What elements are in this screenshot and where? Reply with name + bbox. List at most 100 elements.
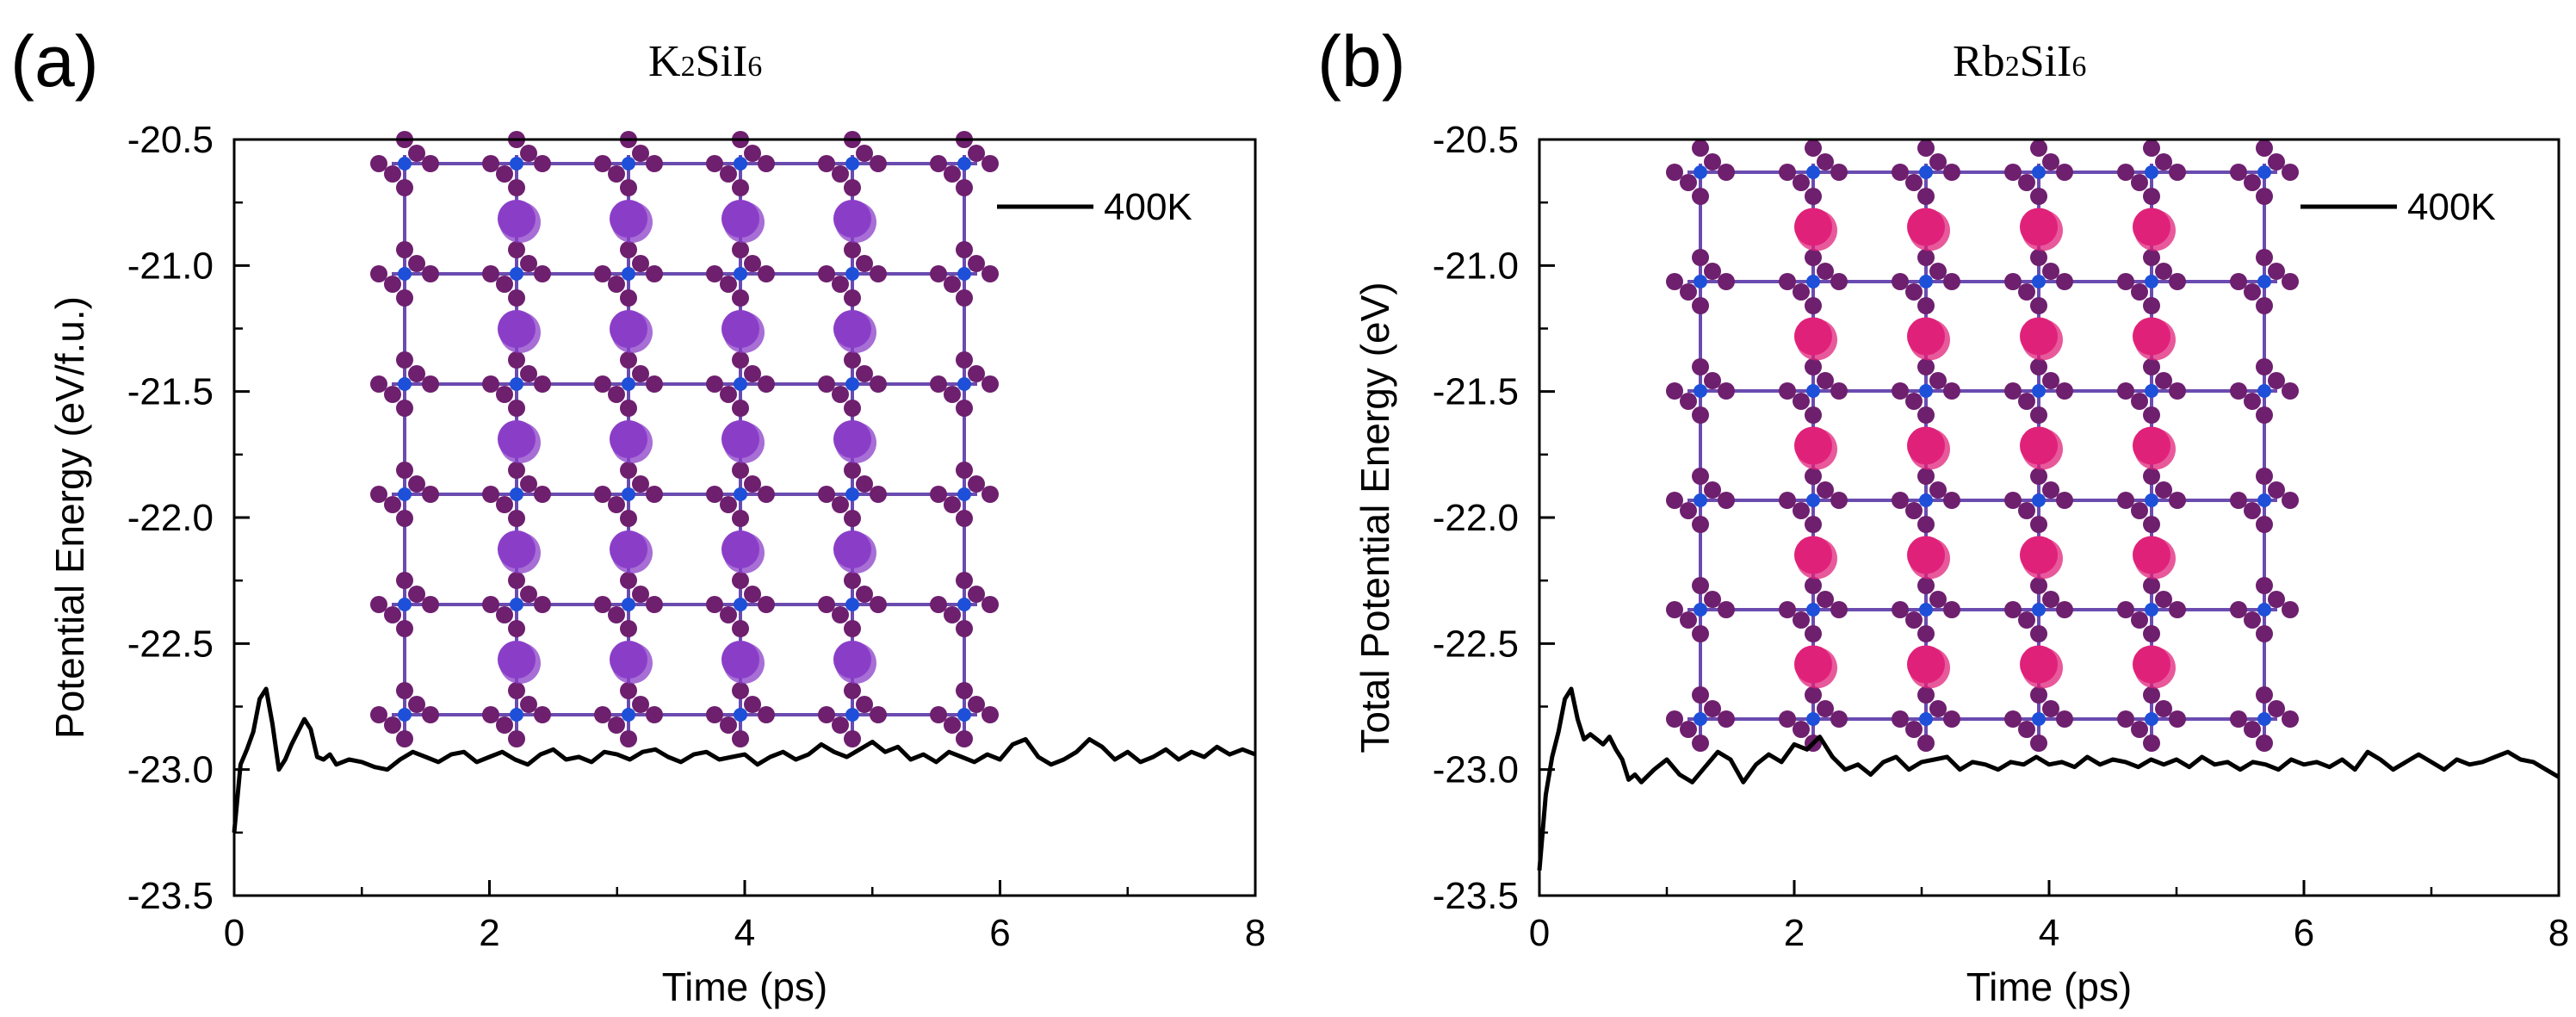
silicon-atom	[845, 157, 859, 171]
iodine-atom	[2155, 700, 2172, 717]
cation-atom	[2020, 317, 2058, 356]
iodine-atom	[1917, 625, 1935, 642]
iodine-atom	[1692, 516, 1709, 533]
cation-atom	[610, 641, 647, 679]
iodine-atom	[1718, 273, 1735, 290]
silicon-atom	[957, 377, 971, 391]
iodine-atom	[2155, 481, 2172, 499]
silicon-atom	[1694, 493, 1707, 507]
iodine-atom	[720, 386, 737, 403]
iodine-atom	[2268, 263, 2285, 280]
iodine-atom	[1943, 273, 1960, 290]
iodine-atom	[2042, 591, 2059, 608]
iodine-atom	[2042, 700, 2059, 717]
iodine-atom	[2143, 188, 2160, 205]
silicon-atom	[2145, 384, 2158, 398]
silicon-atom	[622, 708, 635, 722]
iodine-atom	[2244, 283, 2261, 301]
iodine-atom	[981, 265, 999, 282]
cation-atom	[2133, 317, 2170, 356]
iodine-atom	[620, 400, 637, 417]
cation-atom	[833, 530, 871, 568]
cation-atom	[1907, 317, 1945, 356]
cation-atom	[721, 310, 759, 348]
iodine-atom	[844, 730, 861, 747]
iodine-atom	[1718, 601, 1735, 618]
silicon-atom	[845, 377, 859, 391]
iodine-atom	[930, 596, 947, 613]
iodine-atom	[1704, 153, 1721, 171]
iodine-atom	[706, 706, 723, 723]
iodine-atom	[1929, 481, 1947, 499]
iodine-atom	[732, 179, 749, 196]
iodine-atom	[1779, 710, 1796, 728]
x-tick-label: 4	[734, 912, 755, 954]
cation-atom	[1794, 536, 1832, 574]
iodine-atom	[832, 386, 849, 403]
iodine-atom	[732, 400, 749, 417]
iodine-atom	[2030, 577, 2047, 594]
cation-atom	[2020, 426, 2058, 465]
iodine-atom	[632, 475, 649, 493]
iodine-atom	[370, 265, 387, 282]
iodine-atom	[758, 596, 775, 613]
iodine-atom	[2042, 153, 2059, 171]
cation-atom	[833, 200, 871, 238]
silicon-atom	[1919, 712, 1933, 726]
iodine-atom	[534, 596, 551, 613]
iodine-atom	[1692, 188, 1709, 205]
iodine-atom	[758, 265, 775, 282]
iodine-atom	[508, 510, 525, 527]
iodine-atom	[844, 572, 861, 589]
iodine-atom	[2056, 273, 2073, 290]
iodine-atom	[2155, 372, 2172, 389]
iodine-atom	[1943, 492, 1960, 509]
iodine-atom	[706, 155, 723, 172]
iodine-atom	[1805, 297, 1822, 314]
iodine-atom	[856, 365, 873, 382]
iodine-atom	[620, 620, 637, 637]
iodine-atom	[968, 365, 985, 382]
iodine-atom	[1817, 372, 1834, 389]
iodine-atom	[732, 730, 749, 747]
iodine-atom	[1905, 174, 1923, 191]
iodine-atom	[1805, 188, 1822, 205]
iodine-atom	[620, 462, 637, 479]
iodine-atom	[2056, 382, 2073, 400]
iodine-atom	[1692, 735, 1709, 752]
silicon-atom	[510, 708, 523, 722]
cation-atom	[1907, 536, 1945, 574]
silicon-atom	[1694, 275, 1707, 288]
iodine-atom	[832, 496, 849, 513]
iodine-atom	[2030, 140, 2047, 157]
y-tick-label: -22.5	[1433, 623, 1519, 665]
iodine-atom	[370, 596, 387, 613]
iodine-atom	[2018, 174, 2035, 191]
cation-atom	[498, 530, 536, 568]
iodine-atom	[396, 351, 413, 369]
iodine-atom	[396, 620, 413, 637]
y-axis-label: Total Potential Energy (eV)	[1353, 282, 1397, 753]
iodine-atom	[870, 265, 887, 282]
iodine-atom	[1929, 591, 1947, 608]
iodine-atom	[2230, 164, 2247, 181]
iodine-atom	[1830, 273, 1848, 290]
iodine-atom	[422, 375, 439, 393]
iodine-atom	[620, 682, 637, 699]
silicon-atom	[510, 598, 523, 611]
iodine-atom	[408, 475, 425, 493]
iodine-atom	[870, 486, 887, 503]
iodine-atom	[2018, 502, 2035, 519]
silicon-atom	[2032, 603, 2046, 617]
iodine-atom	[534, 155, 551, 172]
y-tick-label: -21.5	[1433, 371, 1519, 413]
iodine-atom	[396, 682, 413, 699]
y-tick-label: -22.0	[127, 497, 214, 539]
iodine-atom	[632, 586, 649, 603]
cation-atom	[1794, 208, 1832, 246]
iodine-atom	[2131, 393, 2148, 410]
iodine-atom	[732, 510, 749, 527]
iodine-atom	[422, 596, 439, 613]
iodine-atom	[2030, 249, 2047, 266]
